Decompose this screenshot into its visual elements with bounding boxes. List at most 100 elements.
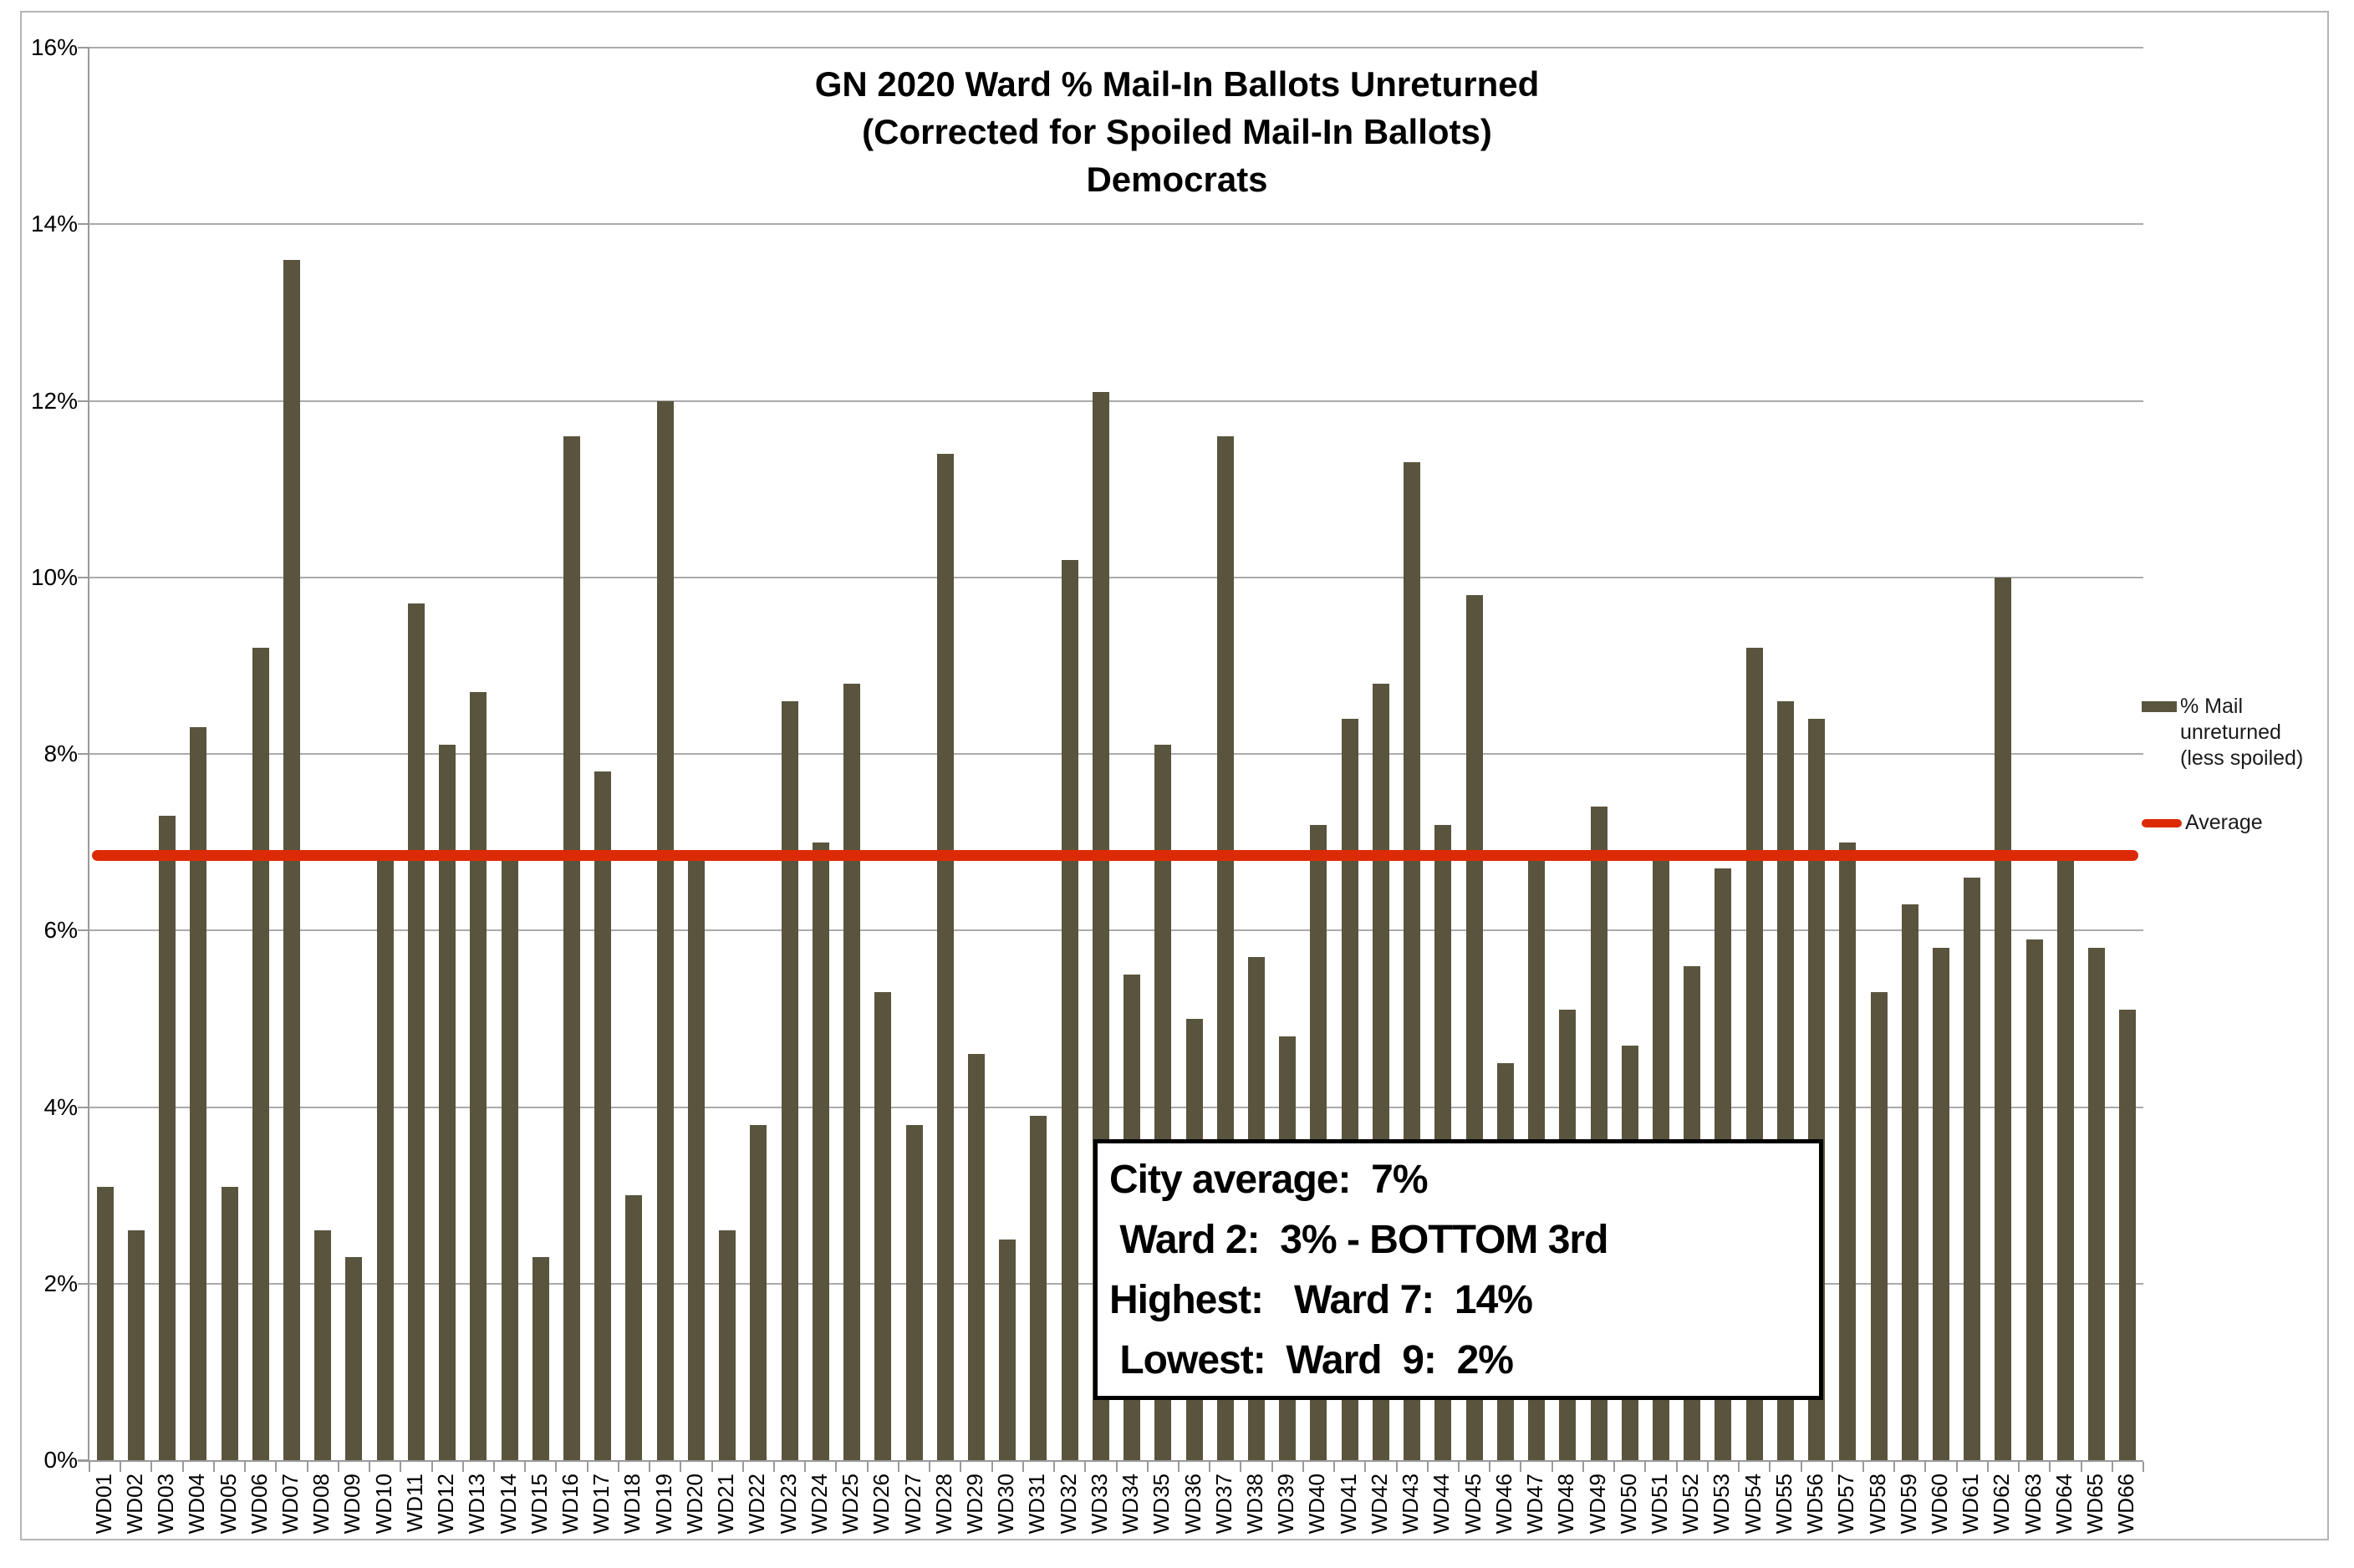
x-axis-label-WD33: WD33	[1086, 1474, 1112, 1535]
bar-WD22	[750, 1124, 767, 1460]
x-tick-62	[2018, 1462, 2020, 1472]
x-axis-label-WD21: WD21	[713, 1474, 739, 1535]
outer-border	[20, 11, 2329, 1540]
x-tick-32	[1084, 1462, 1087, 1472]
x-axis-label-WD17: WD17	[588, 1474, 614, 1535]
bar-WD29	[967, 1054, 985, 1460]
x-tick-57	[1862, 1462, 1864, 1472]
x-tick-47	[1551, 1462, 1553, 1472]
bar-WD17	[594, 771, 612, 1460]
x-tick-55	[1800, 1462, 1802, 1472]
x-axis-label-WD52: WD52	[1678, 1474, 1704, 1535]
annotation-line-4: Lowest: Ward 9: 2%	[1109, 1338, 1514, 1382]
bar-WD58	[1870, 992, 1888, 1460]
y-tick-12pct	[78, 400, 89, 402]
average-line-swatch-icon	[2142, 819, 2182, 827]
x-tick-29	[991, 1462, 993, 1472]
x-axis-label-WD29: WD29	[961, 1474, 987, 1535]
x-axis-label-WD16: WD16	[558, 1474, 583, 1535]
x-axis-label-WD23: WD23	[775, 1474, 801, 1535]
y-axis-label-16pct: 16%	[30, 34, 78, 60]
y-tick-10pct	[78, 576, 89, 578]
x-axis-label-WD49: WD49	[1584, 1474, 1610, 1535]
x-tick-60	[1955, 1462, 1958, 1472]
x-axis-label-WD07: WD07	[277, 1474, 303, 1535]
y-axis-label-6pct: 6%	[43, 917, 78, 944]
bar-WD26	[874, 992, 892, 1460]
x-tick-25	[866, 1462, 869, 1472]
bar-WD66	[2119, 1010, 2137, 1460]
x-axis-label-WD64: WD64	[2051, 1474, 2076, 1535]
x-tick-48	[1582, 1462, 1584, 1472]
bar-WD63	[2025, 939, 2043, 1460]
x-tick-42	[1395, 1462, 1398, 1472]
annotation-box: City average: 7% Ward 2: 3% - BOTTOM 3rd…	[1093, 1139, 1823, 1400]
x-axis-label-WD61: WD61	[1958, 1474, 1984, 1535]
chart-title: GN 2020 Ward % Mail-In Ballots Unreturne…	[0, 60, 2354, 203]
x-axis-label-WD05: WD05	[215, 1474, 241, 1535]
x-axis-label-WD66: WD66	[2113, 1474, 2139, 1535]
x-axis-label-WD18: WD18	[619, 1474, 645, 1535]
x-axis-label-WD50: WD50	[1615, 1474, 1641, 1535]
x-tick-35	[1177, 1462, 1180, 1472]
x-tick-37	[1240, 1462, 1242, 1472]
x-tick-52	[1706, 1462, 1709, 1472]
x-axis-label-WD12: WD12	[433, 1474, 459, 1535]
bar-WD25	[843, 683, 861, 1460]
x-tick-45	[1489, 1462, 1491, 1472]
x-tick-26	[897, 1462, 899, 1472]
bar-WD64	[2056, 859, 2074, 1460]
bar-WD11	[407, 603, 425, 1460]
y-tick-16pct	[78, 47, 89, 48]
y-axis-line	[88, 48, 89, 1460]
x-tick-11	[431, 1462, 433, 1472]
x-tick-13	[492, 1462, 495, 1472]
x-axis-label-WD57: WD57	[1833, 1474, 1859, 1535]
bar-WD20	[687, 859, 705, 1460]
x-axis-label-WD37: WD37	[1210, 1474, 1236, 1535]
x-axis-label-WD15: WD15	[526, 1474, 552, 1535]
bar-WD32	[1061, 559, 1078, 1460]
x-tick-49	[1613, 1462, 1616, 1472]
x-axis-label-WD31: WD31	[1024, 1474, 1050, 1535]
x-axis-label-WD46: WD46	[1490, 1474, 1516, 1535]
x-tick-3	[181, 1462, 184, 1472]
x-tick-21	[741, 1462, 744, 1472]
annotation-line-1: City average: 7%	[1109, 1158, 1429, 1202]
x-tick-17	[617, 1462, 619, 1472]
x-axis-label-WD10: WD10	[370, 1474, 396, 1535]
x-axis-label-WD38: WD38	[1242, 1474, 1268, 1535]
x-tick-56	[1831, 1462, 1833, 1472]
x-tick-46	[1520, 1462, 1522, 1472]
x-axis-label-WD54: WD54	[1740, 1474, 1766, 1535]
bar-WD04	[190, 727, 207, 1460]
x-axis-label-WD43: WD43	[1398, 1474, 1424, 1535]
bar-WD05	[221, 1186, 238, 1460]
y-axis-label-10pct: 10%	[30, 563, 78, 590]
x-axis-label-WD32: WD32	[1055, 1474, 1081, 1535]
x-axis-label-WD04: WD04	[184, 1474, 210, 1535]
y-axis-label-8pct: 8%	[43, 741, 78, 766]
x-tick-18	[649, 1462, 651, 1472]
x-axis-label-WD63: WD63	[2020, 1474, 2046, 1535]
x-axis-label-WD20: WD20	[681, 1474, 707, 1535]
bar-WD65	[2088, 948, 2106, 1460]
y-tick-6pct	[78, 929, 89, 932]
y-tick-8pct	[78, 753, 89, 755]
x-axis-label-WD41: WD41	[1335, 1474, 1361, 1535]
x-tick-59	[1924, 1462, 1927, 1472]
gridline-12pct	[89, 400, 2143, 402]
x-axis-label-WD62: WD62	[1989, 1474, 2015, 1535]
legend-average-label: Average	[2185, 811, 2263, 834]
y-axis-label-4pct: 4%	[43, 1093, 78, 1120]
x-axis-label-WD06: WD06	[246, 1474, 272, 1535]
x-tick-54	[1769, 1462, 1771, 1472]
y-tick-14pct	[78, 223, 89, 226]
x-tick-8	[337, 1462, 339, 1472]
x-axis-label-WD47: WD47	[1522, 1474, 1548, 1535]
x-axis-label-WD55: WD55	[1771, 1474, 1796, 1535]
x-tick-31	[1053, 1462, 1056, 1472]
x-tick-36	[1209, 1462, 1211, 1472]
bar-WD12	[439, 745, 456, 1460]
